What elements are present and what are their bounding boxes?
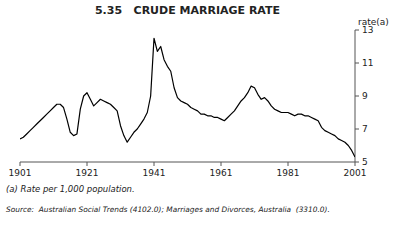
annotation: (a) Rate per 1,000 population. xyxy=(6,184,135,194)
x-tick-label: 1921 xyxy=(76,168,99,178)
x-tick-label: 1981 xyxy=(277,168,300,178)
x-tick xyxy=(355,162,356,166)
y-tick xyxy=(355,63,359,64)
x-tick-label: 2001 xyxy=(344,168,367,178)
chart: 5.35 CRUDE MARRIAGE RATErate(a)190119211… xyxy=(0,0,397,227)
y-tick xyxy=(355,96,359,97)
y-tick xyxy=(355,129,359,130)
title: 5.35 CRUDE MARRIAGE RATE xyxy=(95,4,280,17)
x-tick-label: 1941 xyxy=(143,168,166,178)
y-tick-label: 13 xyxy=(362,25,373,35)
line xyxy=(20,38,355,157)
y-tick-label: 7 xyxy=(362,124,368,134)
y-tick xyxy=(355,162,359,163)
y-tick-label: 11 xyxy=(362,58,373,68)
x-tick xyxy=(154,162,155,166)
x-tick-label: 1961 xyxy=(210,168,233,178)
x-tick xyxy=(288,162,289,166)
x-tick xyxy=(87,162,88,166)
x-axis-line xyxy=(20,162,355,163)
plot-area xyxy=(20,38,355,157)
y-tick-label: 5 xyxy=(362,157,368,167)
y-tick xyxy=(355,30,359,31)
x-tick-label: 1901 xyxy=(9,168,32,178)
y-tick-label: 9 xyxy=(362,91,368,101)
annotation: Source: Australian Social Trends (4102.0… xyxy=(6,205,330,214)
x-tick xyxy=(20,162,21,166)
x-tick xyxy=(221,162,222,166)
